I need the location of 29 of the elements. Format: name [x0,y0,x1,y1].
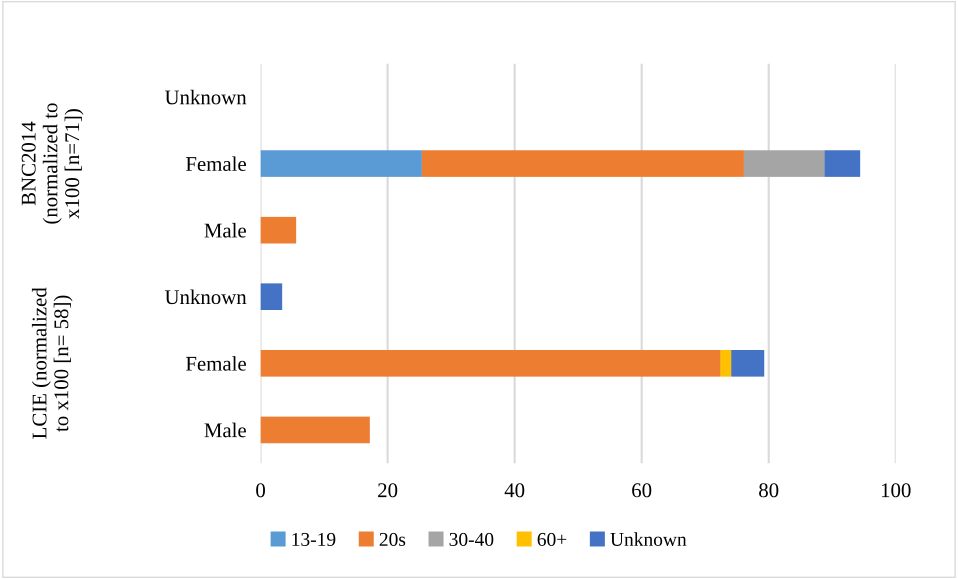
bar [744,150,825,177]
legend-label: 20s [380,532,406,546]
y-tick-label: Male [204,422,246,438]
y-tick-label: Female [186,156,246,171]
text: LCIE (normalized to x100 [n= 58]) [32,288,73,439]
bar [260,216,296,244]
bar [824,150,860,177]
x-tick-label: 40 [504,483,524,498]
text: BNC2014 (normalized to x100 [n=71]) [22,103,84,224]
bar [422,150,744,177]
y-tick-label: Male [204,222,246,238]
bar [260,283,282,310]
legend-label: Unknown [610,532,686,546]
y-tick-label: Unknown [164,90,246,104]
legend-label: 60+ [538,532,566,546]
bar [731,350,764,377]
x-tick-label: 20 [378,483,398,498]
y-tick-label: Unknown [164,290,246,304]
legend-label: 13-19 [292,532,336,546]
x-tick-label: 100 [882,483,911,498]
y-tick-label: Female [186,356,246,371]
x-tick-label: 60 [632,483,652,498]
bar [260,350,720,377]
x-tick-label: 0 [256,483,265,498]
bar [720,350,732,377]
bar [260,416,370,444]
bar [260,150,422,177]
legend-label: 30-40 [450,532,494,546]
x-tick-label: 80 [759,483,778,498]
